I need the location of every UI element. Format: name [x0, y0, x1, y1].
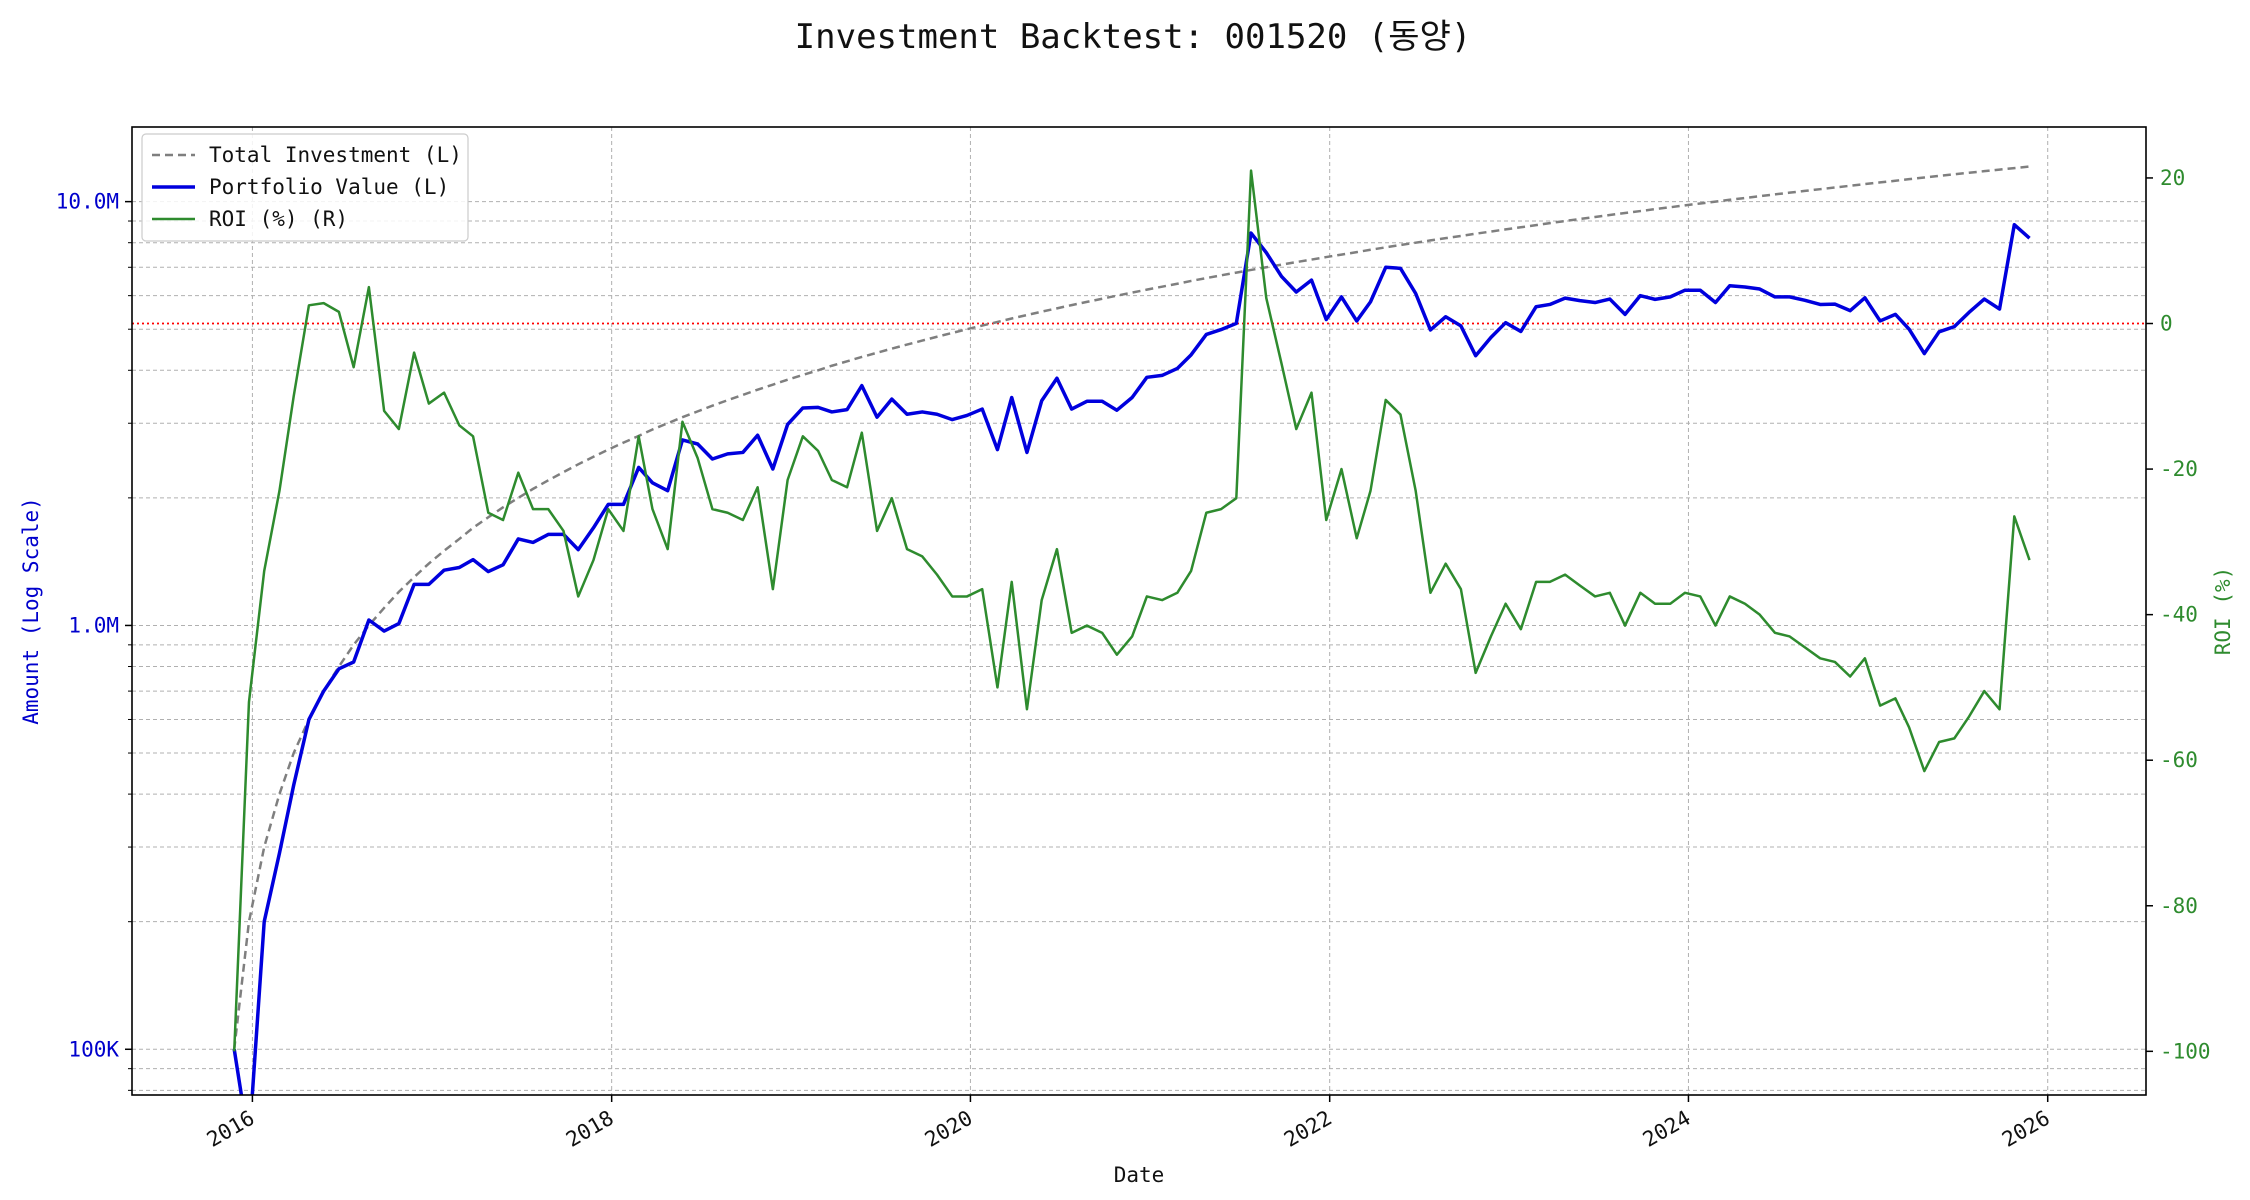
legend: Total Investment (L) Portfolio Value (L)… — [141, 133, 469, 242]
right-y-tick-label: -80 — [2160, 894, 2198, 918]
chart-title: Investment Backtest: 001520 (동양) — [795, 17, 1472, 57]
legend-box — [141, 133, 469, 242]
portfolio-value-line — [232, 222, 2031, 1095]
legend-label-roi: ROI (%) (R) — [209, 207, 348, 231]
grid — [132, 127, 2146, 1095]
right-y-tick-label: 0 — [2160, 312, 2173, 336]
left-y-axis-label: Amount (Log Scale) — [19, 497, 43, 725]
legend-label-portfolio-value: Portfolio Value (L) — [209, 175, 449, 199]
right-y-tick-label: -20 — [2160, 457, 2198, 481]
right-y-axis-label: ROI (%) — [2211, 567, 2235, 656]
plot-frame — [131, 126, 2147, 1096]
left-y-tick-label: 100K — [68, 1037, 119, 1061]
left-y-tick-label: 1.0M — [68, 613, 119, 637]
left-y-tick-label: 10.0M — [56, 190, 119, 214]
right-y-tick-label: -60 — [2160, 748, 2198, 772]
total-investment-line — [232, 165, 2030, 1050]
series-lines — [232, 165, 2031, 1095]
right-y-tick-label: 20 — [2160, 166, 2185, 190]
x-axis-label: Date — [1114, 1163, 1165, 1187]
legend-label-total-investment: Total Investment (L) — [209, 143, 462, 167]
right-y-axis: 20 0 -20 -40 -60 -80 -100 — [2146, 166, 2211, 1063]
right-y-tick-label: -40 — [2160, 603, 2198, 627]
left-y-axis: 100K 1.0M 10.0M — [56, 190, 132, 1091]
right-y-tick-label: -100 — [2160, 1039, 2211, 1063]
roi-line — [232, 169, 2031, 1052]
